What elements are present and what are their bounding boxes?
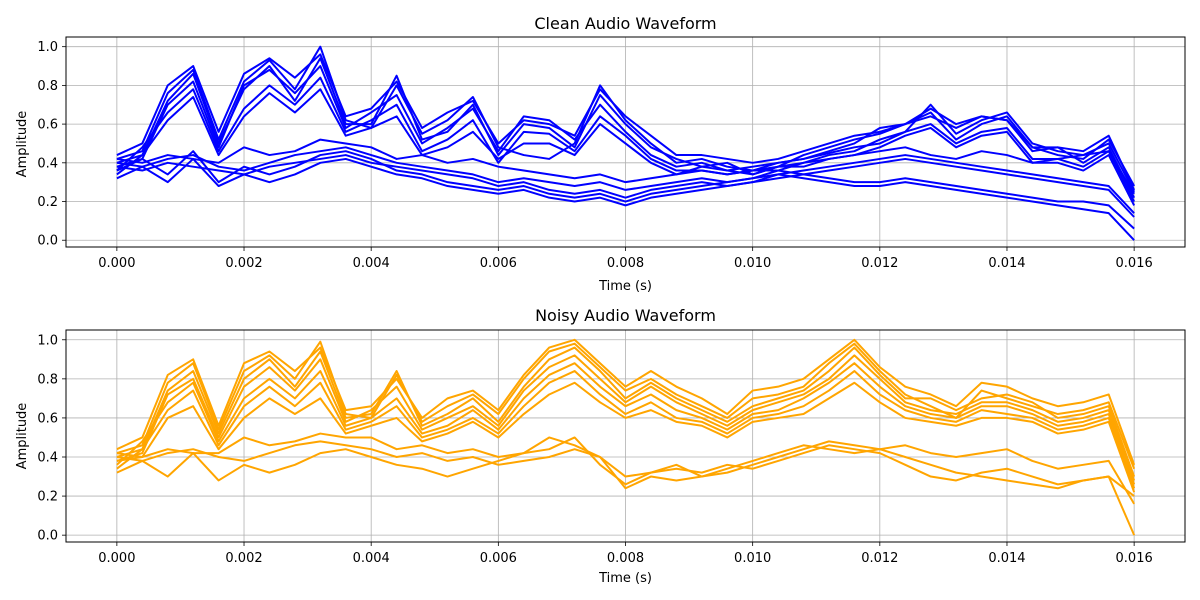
clean-y-tick-label: 0.8 xyxy=(37,79,58,94)
noisy-x-tick-label: 0.016 xyxy=(1116,551,1153,566)
clean-y-tick-label: 0.6 xyxy=(37,118,58,133)
noisy-series-line-3 xyxy=(116,354,1136,481)
noisy-series-line-10 xyxy=(116,381,1136,493)
clean-series-line-10 xyxy=(116,157,1135,241)
clean-x-tick-label: 0.002 xyxy=(225,256,262,271)
clean-y-ticks: 0.0 0.2 0.4 0.6 0.8 1.0 xyxy=(37,40,66,249)
noisy-x-tick-label: 0.010 xyxy=(734,551,771,566)
clean-x-tick-label: 0.004 xyxy=(353,256,390,271)
clean-x-tick-label: 0.016 xyxy=(1116,256,1153,271)
clean-series-line-8 xyxy=(116,154,1135,218)
noisy-x-tick-label: 0.006 xyxy=(480,551,517,566)
noisy-y-tick-label: 0.2 xyxy=(37,490,58,505)
clean-series-line-5 xyxy=(116,88,1136,206)
noisy-x-tick-label: 0.000 xyxy=(98,551,135,566)
clean-y-axis-label: Amplitude xyxy=(15,111,30,178)
clean-series-line-11 xyxy=(116,53,1136,191)
noisy-series-line-4 xyxy=(116,362,1136,485)
clean-series-line-6 xyxy=(116,138,1135,195)
noisy-series-line-5 xyxy=(116,370,1136,489)
clean-x-tick-label: 0.012 xyxy=(861,256,898,271)
clean-y-tick-label: 0.4 xyxy=(37,156,58,171)
noisy-waveform-title: Noisy Audio Waveform xyxy=(535,306,716,325)
noisy-y-tick-label: 0.6 xyxy=(37,411,58,426)
noisy-waveform-subplot: Noisy Audio Waveform 0.000 0.002 0.004 0.00… xyxy=(15,306,1186,586)
clean-y-tick-label: 0.2 xyxy=(37,195,58,210)
clean-x-tick-label: 0.008 xyxy=(607,256,644,271)
noisy-series-line-1 xyxy=(116,340,1136,470)
clean-waveform-title: Clean Audio Waveform xyxy=(534,14,716,33)
clean-y-tick-label: 0.0 xyxy=(37,234,58,249)
clean-waveform-subplot: Clean Audio Waveform 0.000 0.002 0.004 0.00… xyxy=(15,14,1186,294)
clean-series-line-9 xyxy=(116,150,1135,230)
clean-x-ticks: 0.000 0.002 0.004 0.006 0.008 0.010 0.012 0.014… xyxy=(98,247,1153,271)
clean-series-line-2 xyxy=(116,57,1136,187)
noisy-x-tick-label: 0.004 xyxy=(353,551,390,566)
clean-y-tick-label: 1.0 xyxy=(37,40,58,55)
clean-series-lines xyxy=(116,45,1136,241)
noisy-y-tick-label: 0.0 xyxy=(37,529,58,544)
noisy-series-line-6 xyxy=(116,432,1136,505)
clean-x-tick-label: 0.014 xyxy=(988,256,1025,271)
noisy-series-line-9 xyxy=(116,338,1136,466)
clean-x-tick-label: 0.010 xyxy=(734,256,771,271)
noisy-x-tick-label: 0.002 xyxy=(225,551,262,566)
clean-x-tick-label: 0.000 xyxy=(98,256,135,271)
clean-series-line-4 xyxy=(116,76,1136,202)
noisy-x-ticks: 0.000 0.002 0.004 0.006 0.008 0.010 0.012 0.014… xyxy=(98,542,1153,566)
noisy-series-lines xyxy=(116,338,1136,536)
noisy-x-tick-label: 0.012 xyxy=(861,551,898,566)
clean-x-tick-label: 0.006 xyxy=(480,256,517,271)
clean-x-axis-label: Time (s) xyxy=(598,279,652,294)
noisy-y-tick-label: 0.4 xyxy=(37,451,58,466)
clean-series-line-7 xyxy=(116,146,1135,214)
noisy-x-axis-label: Time (s) xyxy=(598,571,652,586)
noisy-series-line-8 xyxy=(116,436,1135,497)
clean-series-line-3 xyxy=(116,65,1136,199)
noisy-series-line-7 xyxy=(116,440,1136,536)
noisy-y-axis-label: Amplitude xyxy=(15,403,30,470)
noisy-x-tick-label: 0.008 xyxy=(607,551,644,566)
noisy-series-line-2 xyxy=(116,346,1136,477)
clean-series-line-1 xyxy=(116,45,1136,193)
noisy-y-ticks: 0.0 0.2 0.4 0.6 0.8 1.0 xyxy=(37,333,66,544)
noisy-y-tick-label: 0.8 xyxy=(37,372,58,387)
noisy-y-tick-label: 1.0 xyxy=(37,333,58,348)
noisy-x-tick-label: 0.014 xyxy=(988,551,1025,566)
